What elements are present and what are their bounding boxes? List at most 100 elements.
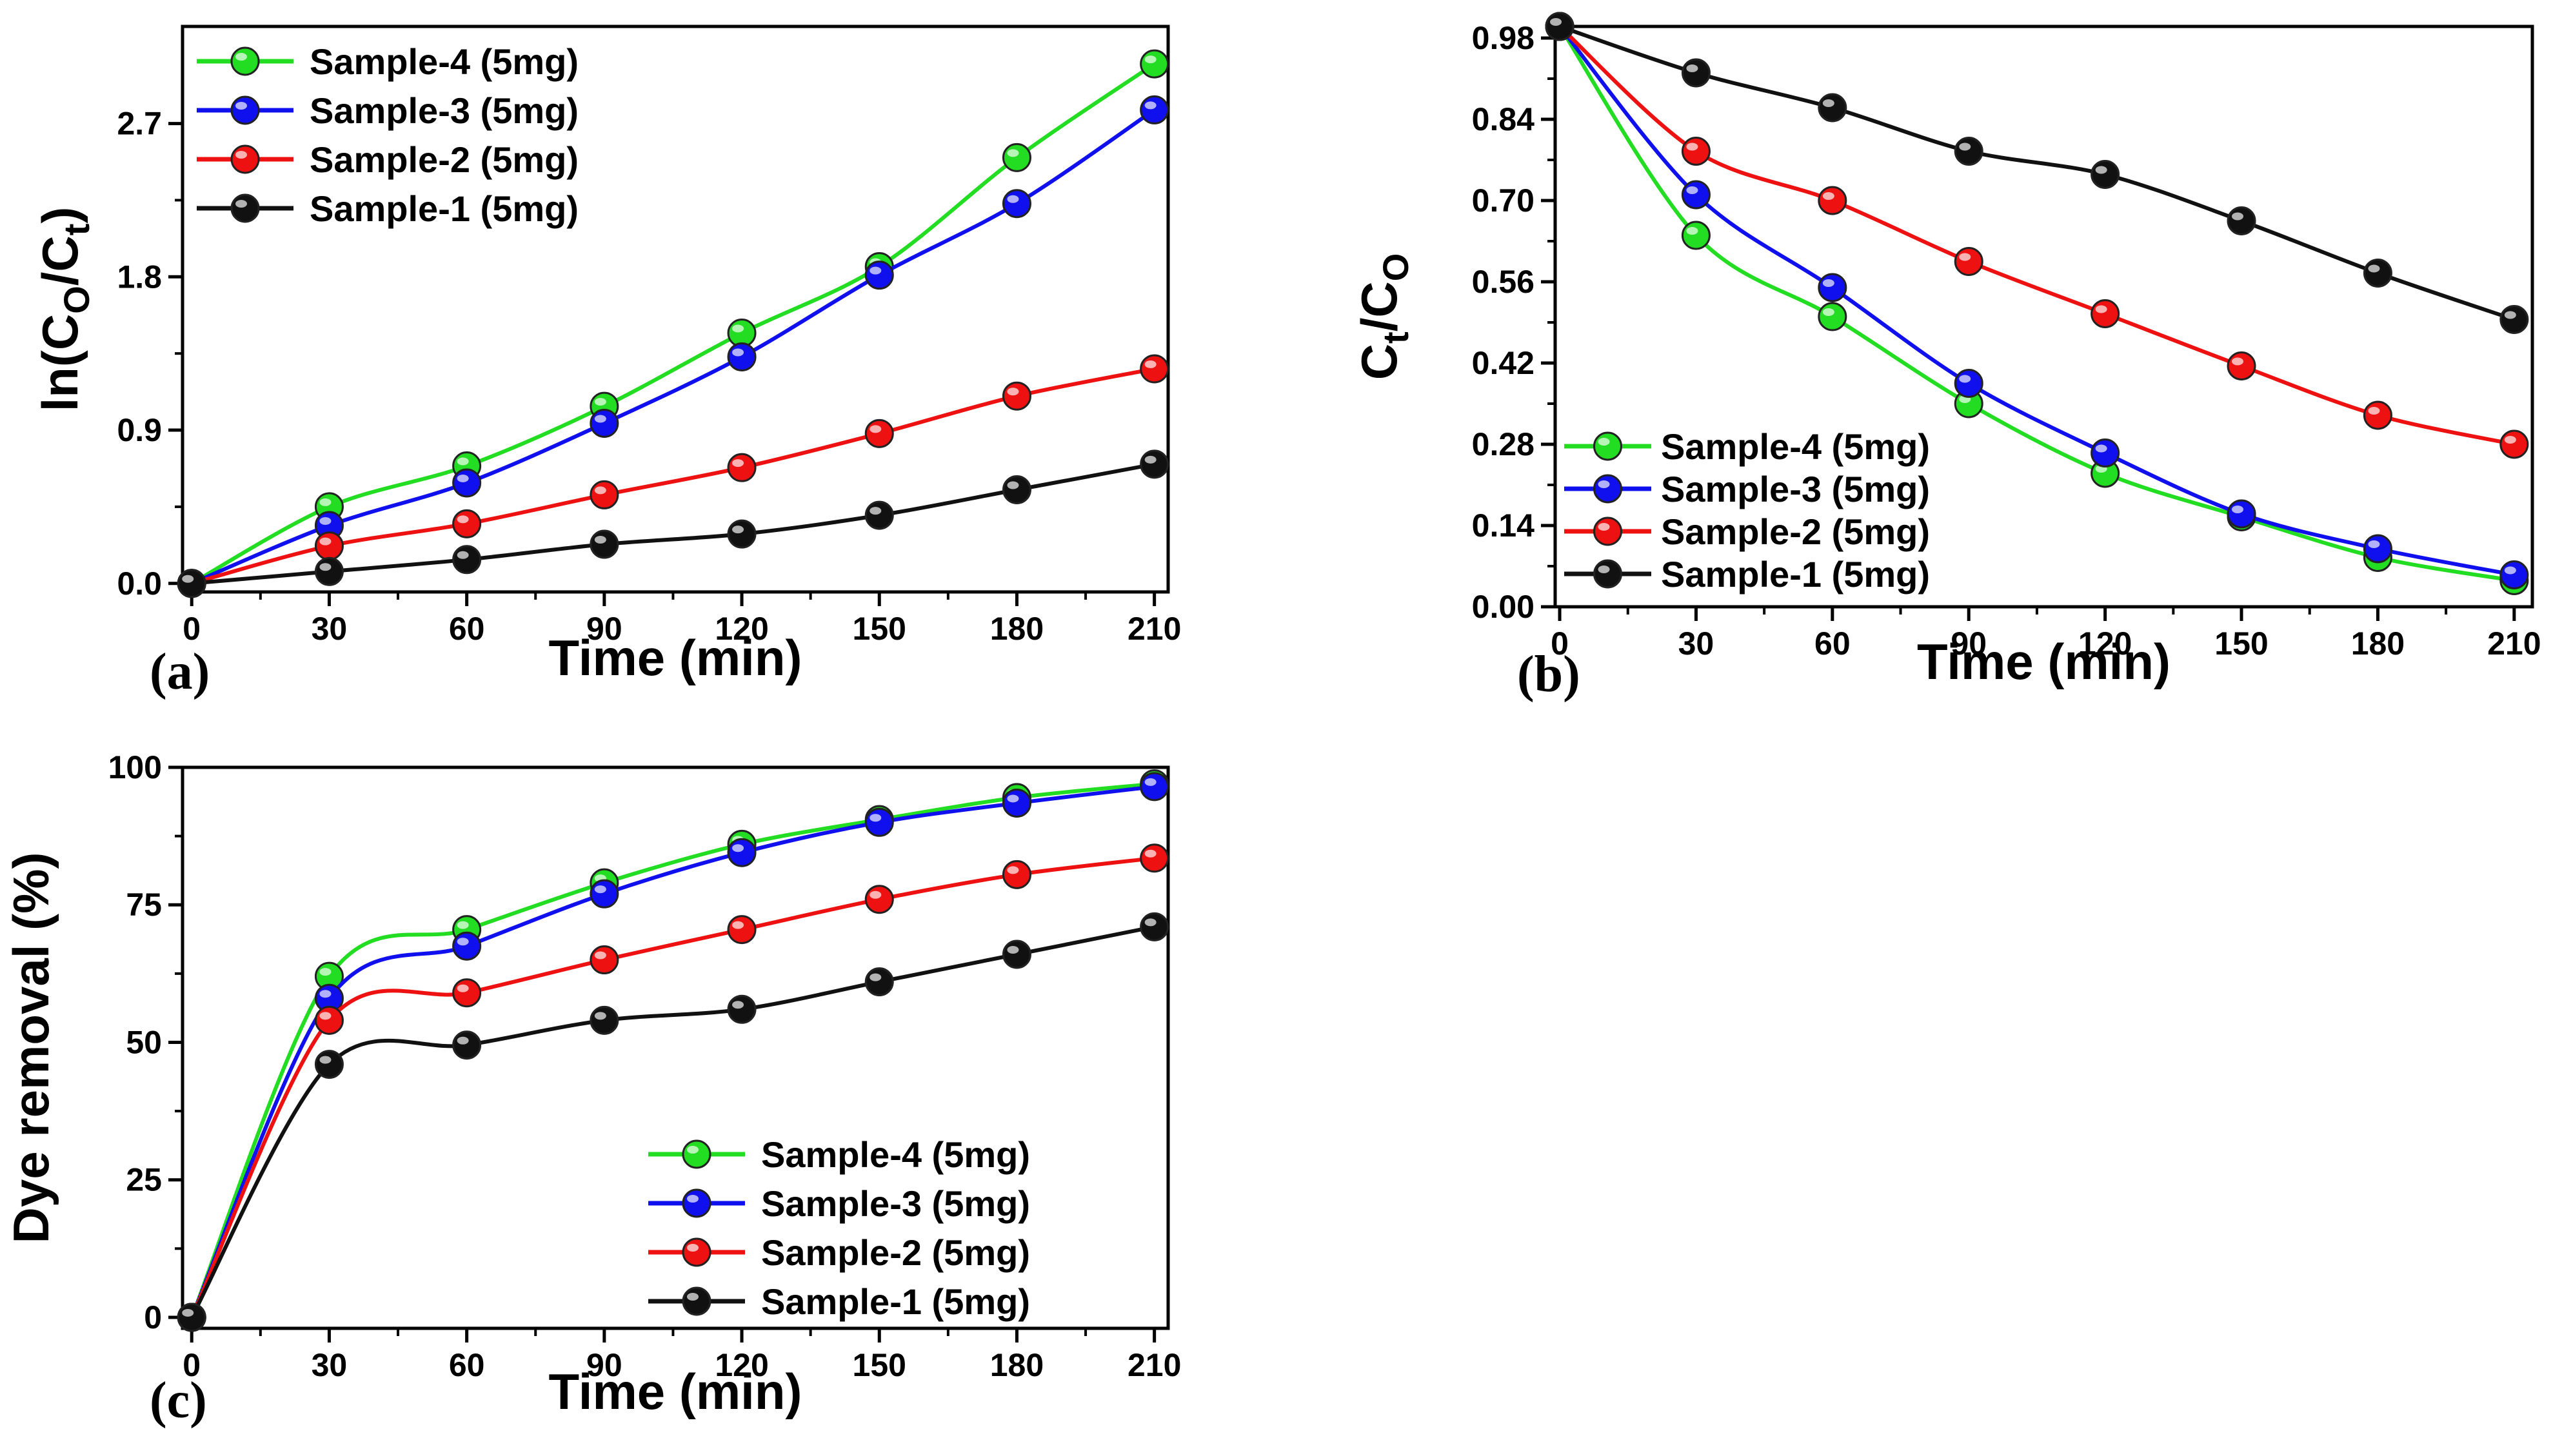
legend: Sample-4 (5mg)Sample-3 (5mg)Sample-2 (5m… — [1564, 426, 1930, 595]
data-point — [864, 261, 894, 290]
data-point — [452, 468, 482, 498]
y-axis-title-part: C — [1351, 344, 1407, 380]
data-point — [1002, 940, 1031, 969]
legend-item: Sample-2 (5mg) — [648, 1232, 1030, 1273]
data-point — [1140, 843, 1169, 873]
data-point — [1002, 189, 1031, 219]
y-tick-label: 0.42 — [1472, 345, 1535, 381]
y-axis-title-part: t — [1375, 331, 1416, 344]
x-tick-label: 30 — [312, 1347, 348, 1383]
data-point — [864, 967, 894, 997]
legend-item: Sample-4 (5mg) — [1564, 426, 1930, 467]
data-point — [2363, 259, 2392, 288]
data-point — [590, 879, 619, 909]
legend-item: Sample-4 (5mg) — [197, 41, 579, 82]
x-tick-label: 30 — [1678, 625, 1714, 662]
data-point — [1818, 302, 1847, 331]
x-tick-label: 210 — [1127, 611, 1181, 647]
data-point — [2363, 400, 2392, 430]
legend-label: Sample-1 (5mg) — [1661, 554, 1930, 595]
y-tick-label: 100 — [108, 749, 162, 785]
legend-marker — [1593, 559, 1622, 589]
series-line — [191, 462, 1155, 585]
x-tick-label: 0 — [183, 1347, 201, 1383]
data-point — [314, 961, 344, 991]
x-tick-label: 180 — [2351, 625, 2405, 662]
data-point — [727, 342, 757, 371]
y-axis-title: Dye removal (%) — [3, 852, 59, 1244]
series-line — [190, 856, 1155, 1319]
data-point — [1954, 369, 1983, 398]
x-tick-label: 90 — [586, 611, 622, 647]
panel-label: (b) — [1517, 646, 1580, 703]
series-line — [190, 925, 1155, 1319]
y-tick-label: 0.98 — [1472, 20, 1535, 56]
y-tick-label: 0.0 — [117, 566, 162, 602]
data-point — [1681, 180, 1711, 210]
data-point — [864, 885, 894, 914]
data-point — [1818, 186, 1847, 215]
data-point — [314, 531, 344, 561]
data-point — [1681, 58, 1711, 88]
legend-marker — [230, 46, 260, 76]
y-tick-label: 25 — [126, 1162, 162, 1198]
data-point — [1954, 247, 1983, 276]
y-axis-title: Ct/CO — [1351, 253, 1416, 380]
data-point — [452, 978, 482, 1008]
legend-label: Sample-4 (5mg) — [761, 1134, 1030, 1175]
data-point — [1002, 475, 1031, 505]
data-point — [1140, 354, 1169, 384]
y-tick-label: 0.70 — [1472, 182, 1535, 219]
x-tick-label: 210 — [1127, 1347, 1181, 1383]
x-tick-label: 120 — [715, 611, 768, 647]
y-tick-label: 0.28 — [1472, 426, 1535, 462]
x-tick-label: 90 — [586, 1347, 622, 1383]
plot-frame — [181, 765, 1170, 1330]
x-tick-label: 150 — [853, 611, 906, 647]
legend-marker — [1593, 516, 1622, 546]
data-point — [2363, 534, 2392, 564]
chart-panel-a: 0 30 60 90 120 150 180 210 0.0 0.9 1.8 2.7 Time (min… — [32, 25, 1181, 700]
y-tick-label: 1.8 — [117, 259, 162, 295]
y-tick-label: 0.9 — [117, 412, 162, 448]
x-tick-label: 180 — [990, 611, 1044, 647]
plot-frame — [181, 25, 1170, 594]
panel-label: (a) — [150, 644, 210, 700]
data-point — [452, 1030, 482, 1060]
legend-marker — [230, 95, 260, 125]
legend-label: Sample-1 (5mg) — [310, 188, 579, 229]
x-tick-label: 150 — [2214, 625, 2268, 662]
data-point — [314, 511, 344, 540]
x-tick-label: 60 — [449, 1347, 485, 1383]
y-tick-label: 0.56 — [1472, 264, 1535, 300]
x-tick-label: 60 — [449, 611, 485, 647]
data-point — [452, 545, 482, 575]
data-point — [314, 983, 344, 1013]
y-axis-title-part: /C — [32, 235, 88, 286]
data-point — [1545, 12, 1575, 41]
legend-label: Sample-4 (5mg) — [1661, 426, 1930, 467]
legend-item: Sample-3 (5mg) — [197, 90, 579, 131]
legend-marker — [682, 1188, 711, 1218]
legend-item: Sample-3 (5mg) — [1564, 469, 1930, 509]
data-point — [452, 931, 482, 961]
data-point — [314, 556, 344, 586]
data-point — [452, 509, 482, 538]
y-tick-label: 50 — [126, 1024, 162, 1060]
data-point — [864, 807, 894, 837]
legend-label: Sample-2 (5mg) — [761, 1232, 1030, 1273]
legend-item: Sample-4 (5mg) — [648, 1134, 1030, 1175]
x-tick-label: 60 — [1814, 625, 1851, 662]
data-point — [1002, 788, 1031, 818]
data-point — [590, 529, 619, 559]
x-axis-title: Time (min) — [549, 1363, 802, 1420]
legend: Sample-4 (5mg)Sample-3 (5mg)Sample-2 (5m… — [648, 1134, 1030, 1322]
x-tick-label: 0 — [183, 611, 201, 647]
data-point — [2499, 560, 2529, 589]
series-sample-1-5mg- — [1545, 12, 2529, 334]
legend-label: Sample-1 (5mg) — [761, 1281, 1030, 1322]
x-tick-label: 180 — [990, 1347, 1044, 1383]
data-point — [727, 519, 757, 549]
data-point — [1818, 273, 1847, 302]
